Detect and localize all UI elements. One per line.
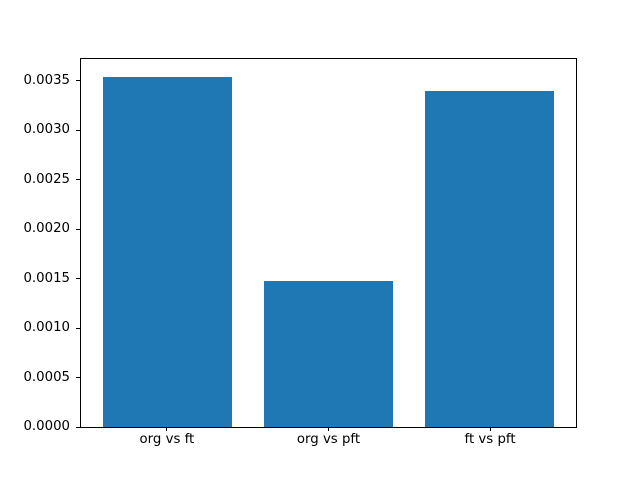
x-axis-tick — [489, 427, 491, 431]
y-axis-tick — [76, 278, 80, 279]
y-axis-tick-label: 0.0015 — [23, 270, 70, 286]
y-axis-tick-label: 0.0020 — [23, 221, 70, 236]
y-axis-tick-label: 0.0005 — [23, 369, 70, 385]
x-axis-tick-label: org vs pft — [296, 432, 361, 447]
y-axis-tick — [76, 426, 80, 428]
y-axis-tick — [76, 80, 80, 82]
x-axis-tick — [166, 427, 168, 431]
y-axis-tick-label: 0.0035 — [23, 72, 70, 88]
y-axis-tick-label: 0.0000 — [23, 419, 70, 434]
y-axis-tick-label: 0.0030 — [23, 122, 70, 138]
x-axis-tick-label: org vs ft — [139, 432, 195, 447]
y-axis-tick-label: 0.0025 — [23, 171, 70, 187]
y-axis-tick — [76, 377, 80, 378]
bar-ft-vs-pft — [425, 91, 554, 427]
y-axis-tick-label: 0.0010 — [23, 320, 70, 335]
bar-org-vs-pft — [264, 280, 393, 427]
y-axis-tick — [76, 228, 80, 230]
x-axis-tick-label: ft vs pft — [464, 432, 516, 447]
y-axis-tick — [76, 179, 80, 180]
plot-area — [80, 58, 577, 428]
y-axis-tick — [76, 327, 80, 329]
y-axis-tick — [76, 129, 80, 131]
x-axis-tick — [328, 427, 329, 431]
bar-org-vs-ft — [103, 76, 232, 427]
